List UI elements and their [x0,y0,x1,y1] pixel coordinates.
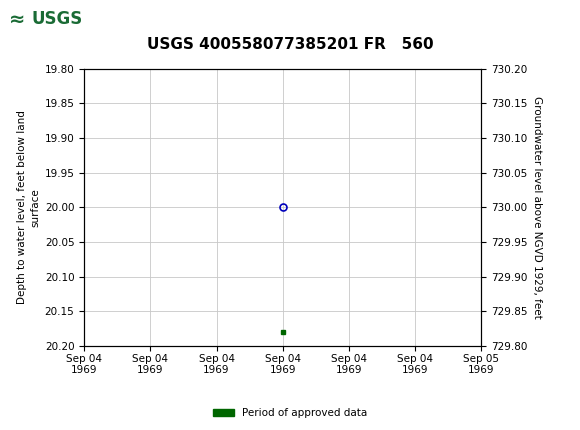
Text: USGS 400558077385201 FR   560: USGS 400558077385201 FR 560 [147,37,433,52]
Text: USGS: USGS [32,10,83,28]
Bar [0,0,64,38]
Text: ≈: ≈ [9,9,25,28]
Legend: Period of approved data: Period of approved data [209,404,371,423]
Y-axis label: Groundwater level above NGVD 1929, feet: Groundwater level above NGVD 1929, feet [532,96,542,319]
Y-axis label: Depth to water level, feet below land
surface: Depth to water level, feet below land su… [17,111,41,304]
